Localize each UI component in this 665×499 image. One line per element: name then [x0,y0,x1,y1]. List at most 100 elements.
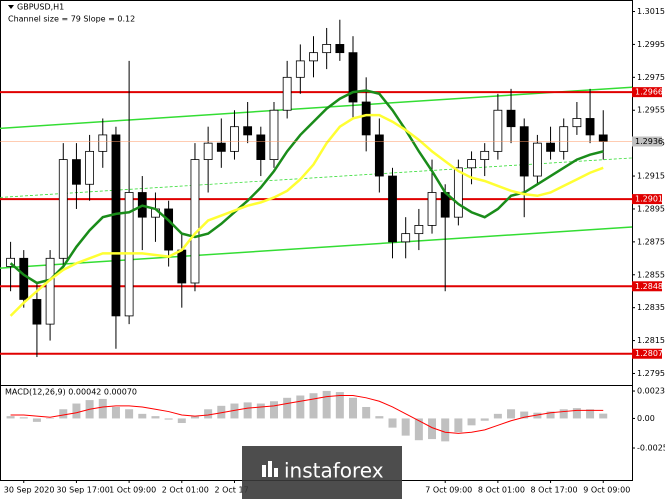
y-tick-label: 1.2855 [637,270,665,279]
macd-bar [204,409,213,419]
y-tick-label: 1.3015 [637,7,665,16]
watermark-logo [262,461,278,477]
candle-body [361,101,371,136]
logo-bar [268,461,272,477]
macd-bar [217,405,226,419]
level-label-box [632,281,662,292]
candle-body [414,225,424,235]
x-tick-label: 30 Sep 17:00 [56,486,109,495]
macd-tick-label: 0.00239 [637,387,665,396]
macd-bar [586,409,595,419]
current-price-box [632,136,662,147]
y-tick-label: 1.2875 [637,237,665,246]
candle-body [190,159,200,284]
macd-bar [230,403,239,419]
candle-body [216,142,226,152]
candle-body [401,233,411,243]
candle-body [388,175,397,243]
y-tick-label: 1.2835 [637,303,665,312]
macd-bar [243,402,252,419]
macd-bar [32,418,41,422]
candle-body [309,52,318,62]
y-tick-label: 1.2895 [637,204,665,213]
candle-body [98,134,108,152]
candle-body [282,76,292,111]
candle-body [493,109,503,152]
macd-bar [151,416,160,419]
macd-bar [441,418,450,442]
macd-bar [256,403,265,419]
macd-bar [533,412,542,419]
macd-bar [322,390,331,419]
x-tick-label: 8 Oct 17:00 [531,486,578,495]
macd-bar [190,416,199,419]
candle-body [295,60,305,78]
candle-body [585,118,595,136]
candle-body [164,208,174,251]
candle-body [559,126,569,152]
logo-bar [262,465,266,477]
macd-bar [362,406,371,419]
macd-tick-label: -0.00258 [637,444,665,453]
macd-bar [111,406,120,419]
candle-body [348,52,358,103]
macd-bar [98,398,107,419]
macd-signal [10,395,604,434]
macd-bar [283,397,292,419]
candle-body [374,134,384,177]
y-tick-label: 1.2995 [637,40,665,49]
chart-subtitle: Channel size = 79 Slope = 0.12 [8,15,135,24]
candle-body [480,150,490,160]
candle-body [256,134,266,160]
moving-average [9,89,604,285]
candle-body [598,134,608,142]
macd-bar [428,418,437,440]
candle-body [453,167,463,218]
macd-bar [467,418,476,426]
level-label: 1.2848 [635,282,663,291]
macd-bar [414,418,423,441]
candle-body [269,109,279,160]
candle-body [467,159,476,169]
y-tick-label: 1.2955 [637,106,665,115]
macd-bar [46,418,55,419]
candle-body [519,126,529,177]
macd-bar [546,411,555,419]
level-label-box [632,87,662,98]
level-label-box [632,348,662,359]
macd-bar [375,416,384,419]
moving-average [9,113,604,317]
candle-body [177,249,187,284]
macd-bar [177,418,186,424]
x-tick-label: 30 Sep 2020 [4,486,55,495]
candle-body [111,134,121,317]
macd-bar [296,395,305,419]
candle-body [6,257,15,267]
price-panel: 1.30151.29951.29751.29551.29351.29151.28… [0,7,665,495]
x-tick-label: 2 Oct 17 [214,486,248,495]
macd-tick-label: 0.00 [637,414,655,423]
y-tick-label: 1.2795 [637,369,665,378]
x-tick-label: 8 Oct 01:00 [478,486,525,495]
macd-title: MACD(12,26,9) 0.00042 0.00070 [5,388,137,397]
macd-bar [454,418,463,433]
x-tick-label: 9 Oct 09:00 [583,486,630,495]
candle-body [85,150,95,185]
macd-bar [599,413,608,419]
candle-body [32,299,42,325]
macd-bar [335,392,344,419]
level-label-box [632,194,662,205]
x-tick-label: 7 Oct 09:00 [425,486,472,495]
candle-body [243,126,253,136]
candle-body [572,118,582,128]
chart-title: GBPUSD,H1 [17,3,64,12]
candle-body [506,109,516,128]
channel-line [0,226,633,269]
candle-body [546,142,555,152]
macd-bar [493,413,502,419]
x-tick-label: 1 Oct 09:00 [109,486,156,495]
y-tick-label: 1.2975 [637,73,665,82]
macd-bar [559,409,568,419]
candle-body [19,257,29,300]
